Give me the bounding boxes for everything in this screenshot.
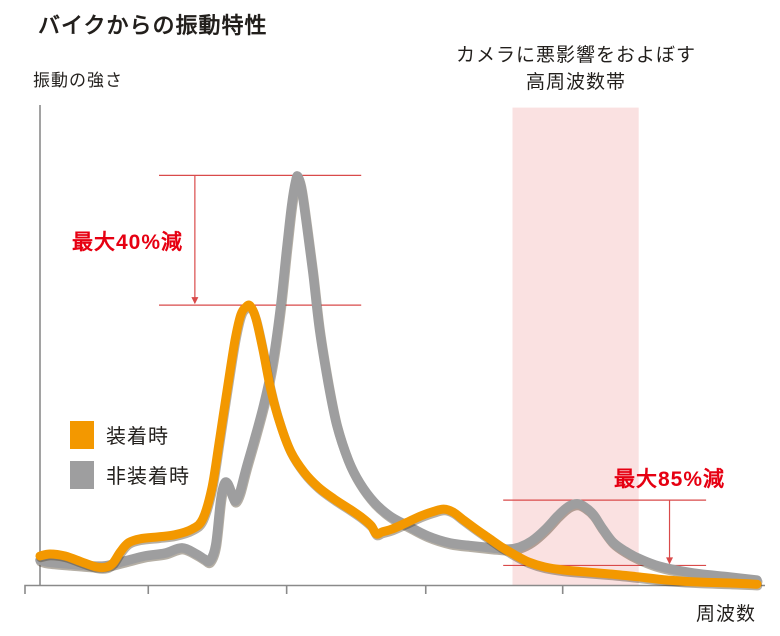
legend-swatch-attached [70,420,94,449]
legend-swatch-not-attached [70,460,94,489]
highlight-band-label: カメラに悪影響をおよぼす 高周波数帯 [431,42,721,96]
highlight-band-label-line1: カメラに悪影響をおよぼす [455,45,696,66]
chart-title: バイクからの振動特性 [38,13,268,38]
legend-item-attached: 装着時 [70,420,190,449]
legend-item-not-attached: 非装着時 [70,460,190,489]
legend: 装着時 非装着時 [70,420,190,500]
legend-label-attached: 装着時 [106,426,169,448]
annotation-max-85-reduction: 最大85%減 [614,468,726,491]
annotation-max-40-reduction: 最大40%減 [72,231,184,254]
highlight-band-label-line2: 高周波数帯 [525,72,626,93]
x-axis-label: 周波数 [696,604,757,625]
legend-label-not-attached: 非装着時 [106,466,190,488]
y-axis-label: 振動の強さ [33,71,123,90]
